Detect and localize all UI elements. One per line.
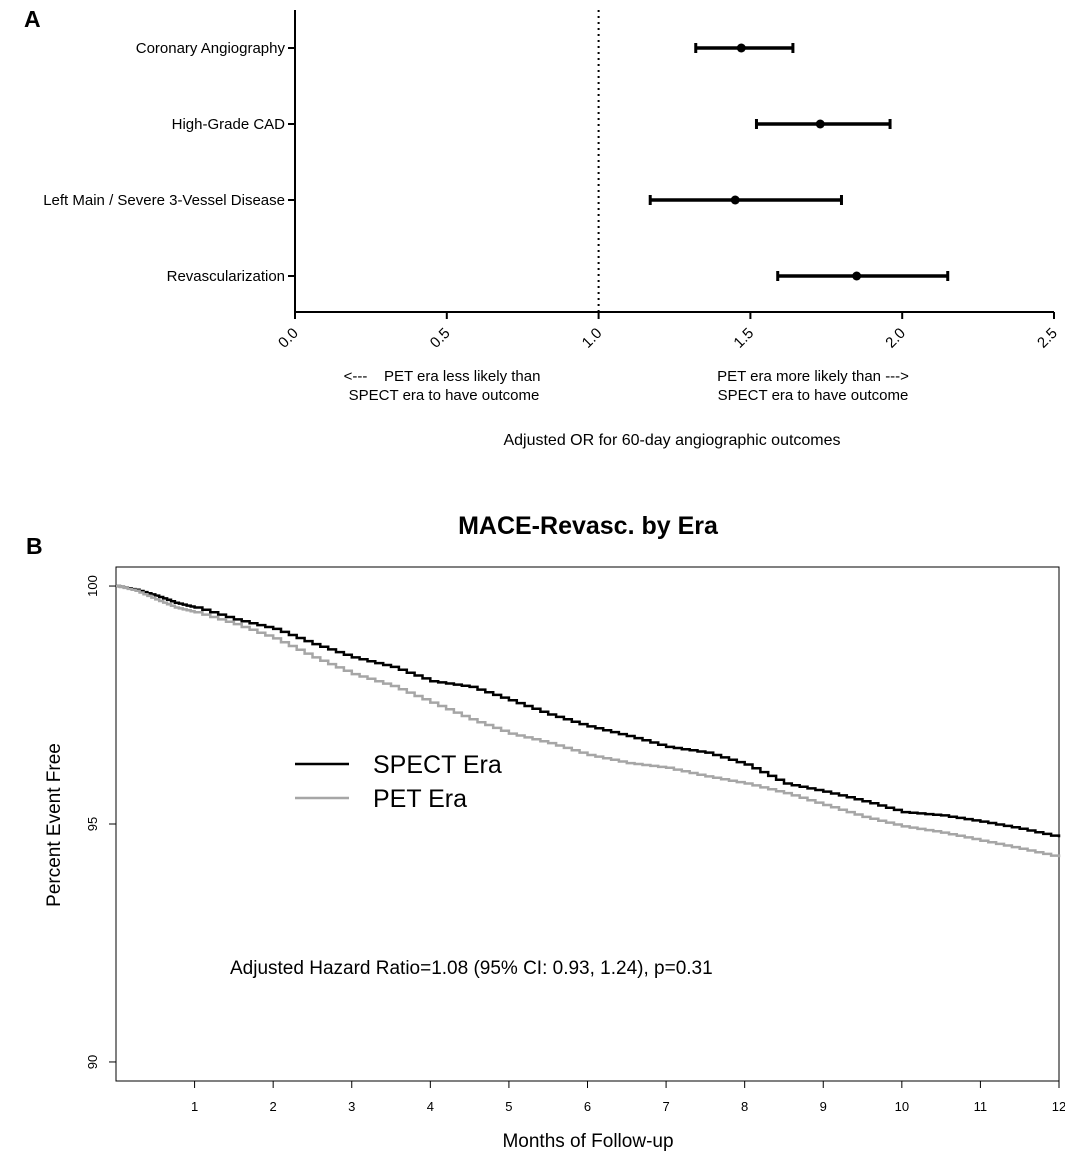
- estimate-point: [852, 271, 862, 281]
- x-tick-label: 2.5: [1034, 325, 1061, 352]
- legend-label-pet: PET Era: [373, 785, 467, 813]
- x-tick-label: 5: [505, 1099, 512, 1114]
- estimate-point: [736, 43, 746, 53]
- x-tick-label: 0.0: [275, 325, 302, 352]
- y-tick-label: 90: [85, 1055, 100, 1069]
- x-tick-label: 12: [1052, 1099, 1065, 1114]
- panel-b-series: [116, 584, 1061, 858]
- hazard-ratio-annotation: Adjusted Hazard Ratio=1.08 (95% CI: 0.93…: [230, 958, 713, 979]
- x-tick-label: 1.0: [579, 325, 606, 352]
- panel-a-label: A: [24, 6, 41, 32]
- series-line-pet-era: [116, 584, 1061, 858]
- panel-b-label: B: [26, 533, 43, 559]
- panel-a-xlabel: Adjusted OR for 60-day angiographic outc…: [503, 432, 840, 449]
- estimate-point: [730, 195, 740, 205]
- y-tick-label: 100: [85, 575, 100, 597]
- plot-frame: [115, 566, 1060, 1082]
- x-tick-label: 6: [584, 1099, 591, 1114]
- x-tick-label: 9: [820, 1099, 827, 1114]
- x-tick-label: 10: [895, 1099, 909, 1114]
- note-right-line-1: PET era more likely than --->: [717, 368, 909, 385]
- x-tick-label: 3: [348, 1099, 355, 1114]
- x-tick-label: 8: [741, 1099, 748, 1114]
- note-left-line-2: SPECT era to have outcome: [349, 387, 540, 404]
- row-label: Coronary Angiography: [136, 40, 286, 57]
- panel-b-xlabel: Months of Follow-up: [502, 1131, 673, 1151]
- row-label: Revascularization: [167, 268, 285, 285]
- row-label: High-Grade CAD: [172, 116, 286, 133]
- row-label: Left Main / Severe 3-Vessel Disease: [43, 192, 285, 209]
- panel-a: A 0.0 0.5 1.0 1.5 2.0 2.5 Coronary Angiography…: [24, 6, 1061, 449]
- series-line-spect-era: [116, 584, 1061, 838]
- legend: SPECT Era PET Era: [295, 751, 502, 813]
- x-tick-label: 2: [270, 1099, 277, 1114]
- estimate-point: [815, 119, 825, 129]
- x-tick-label: 7: [662, 1099, 669, 1114]
- y-tick-label: 95: [85, 817, 100, 831]
- x-tick-label: 4: [427, 1099, 434, 1114]
- x-tick-label: 11: [974, 1099, 988, 1114]
- x-tick-label: 0.5: [427, 325, 454, 352]
- note-left-line-1: <--- PET era less likely than: [344, 368, 541, 385]
- panel-b-title: MACE-Revasc. by Era: [458, 512, 719, 540]
- note-right-line-2: SPECT era to have outcome: [718, 387, 909, 404]
- legend-label-spect: SPECT Era: [373, 751, 502, 779]
- panel-a-rows: [648, 43, 950, 281]
- panel-b: B MACE-Revasc. by Era 1 2 3 4 5 6 7 8 9 10 11 12909…: [26, 512, 1065, 1151]
- x-tick-label: 1: [191, 1099, 198, 1114]
- panel-b-ylabel: Percent Event Free: [44, 743, 65, 907]
- x-tick-label: 1.5: [730, 325, 757, 352]
- panel-a-axes: 0.0 0.5 1.0 1.5 2.0 2.5 Coronary Angiography Hi…: [43, 10, 1061, 352]
- x-tick-label: 2.0: [882, 325, 909, 352]
